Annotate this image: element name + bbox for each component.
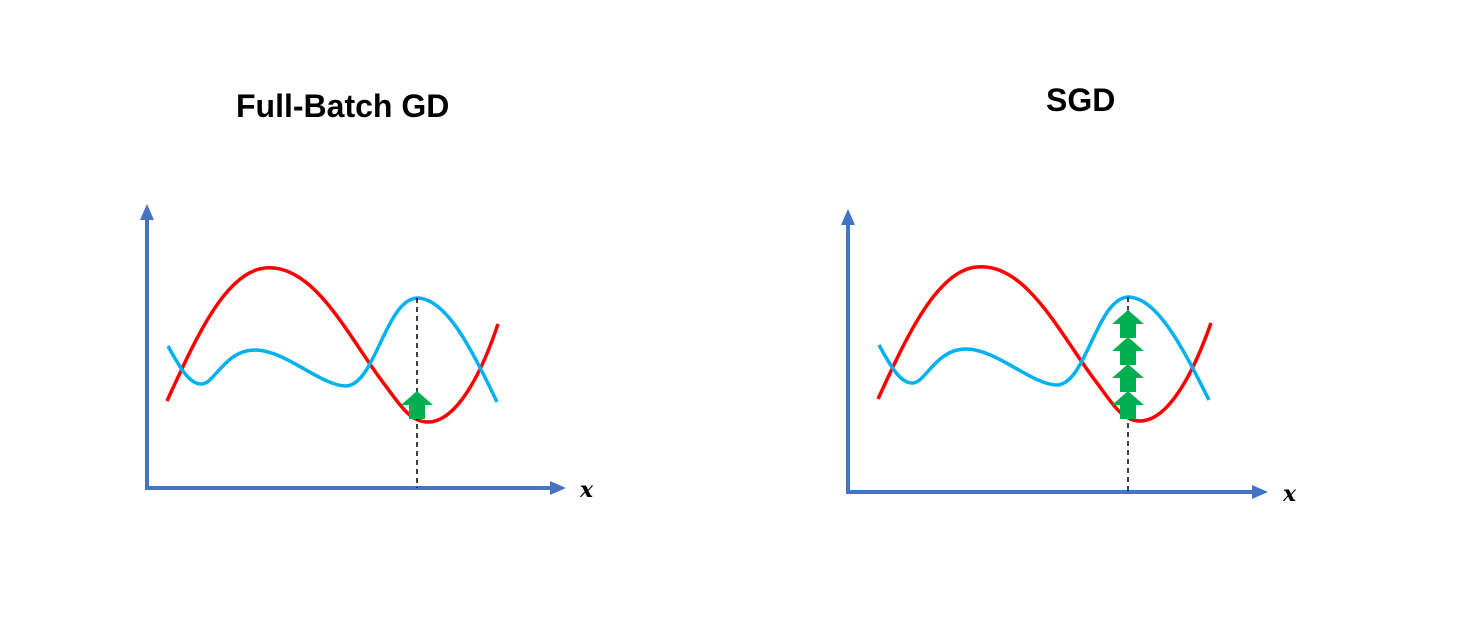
x-axis-arrowhead — [1252, 485, 1268, 499]
red-curve — [165, 266, 500, 424]
gradient-up-arrow — [1112, 310, 1144, 338]
gradient-up-arrow — [1112, 391, 1144, 419]
y-axis-arrowhead — [841, 209, 855, 225]
panel-sgd: x — [841, 209, 1297, 507]
panel-full-batch-gd: x — [140, 204, 594, 503]
x-axis-label: x — [579, 477, 594, 503]
gradient-up-arrow — [1112, 337, 1144, 365]
panel-title-full-batch-gd: Full-Batch GD — [236, 88, 450, 124]
gradient-up-arrow — [401, 391, 433, 419]
y-axis-arrowhead — [140, 204, 154, 220]
blue-curve — [166, 296, 499, 403]
red-curve — [876, 265, 1213, 423]
gradient-arrows — [1112, 310, 1144, 419]
panel-title-sgd: SGD — [1046, 82, 1116, 118]
x-axis-label: x — [1282, 481, 1297, 507]
gradient-arrows — [401, 391, 433, 419]
x-axis-arrowhead — [550, 481, 566, 495]
gradient-up-arrow — [1112, 364, 1144, 392]
blue-curve — [877, 295, 1211, 401]
